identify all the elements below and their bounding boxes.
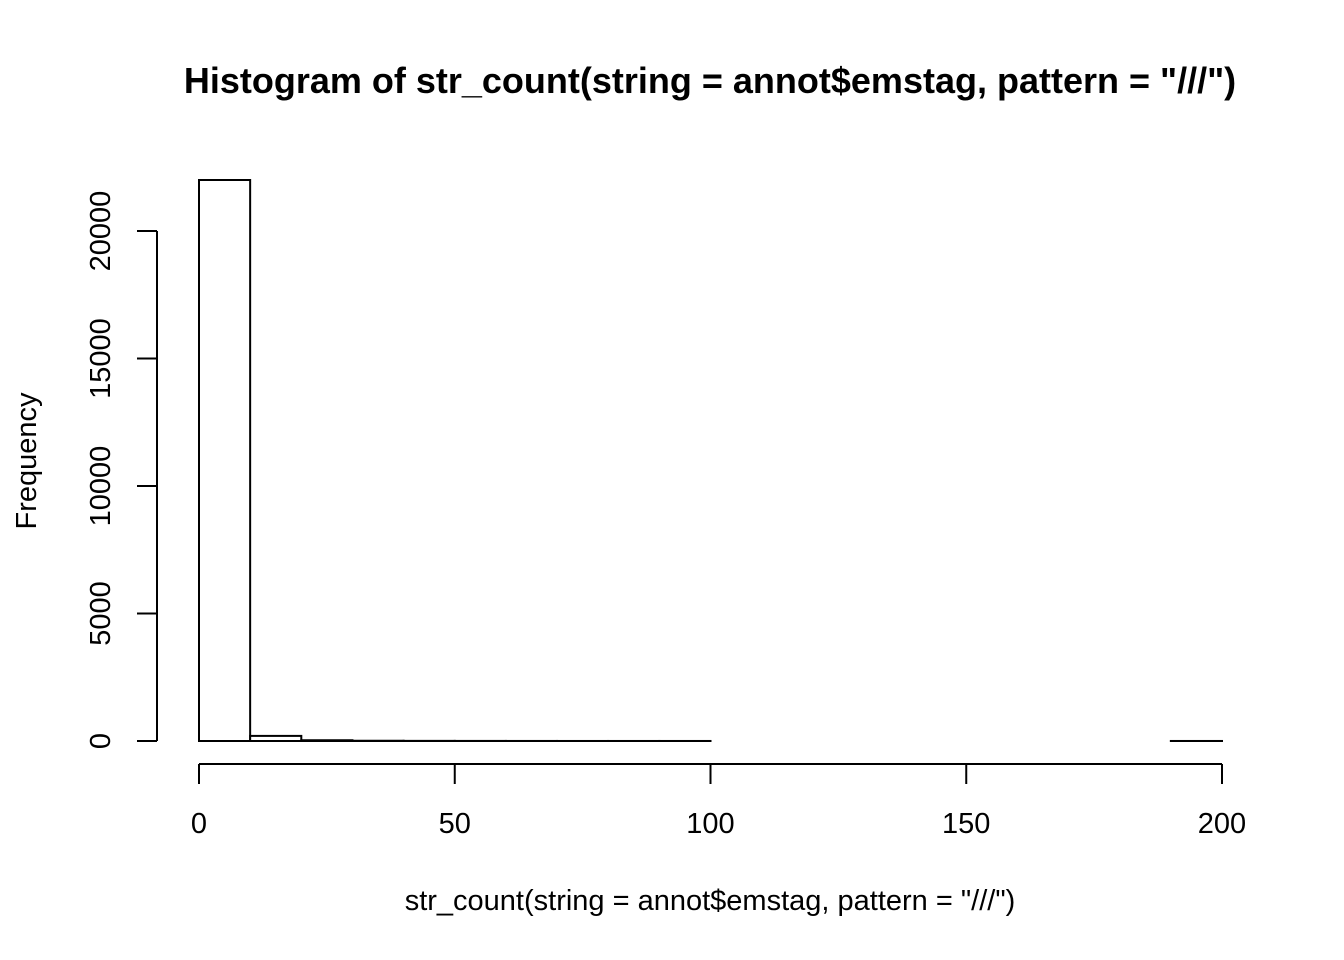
y-axis-label: Frequency bbox=[11, 392, 43, 530]
x-tick-label: 200 bbox=[1198, 808, 1246, 840]
histogram-bar bbox=[300, 739, 354, 742]
histogram-bar bbox=[198, 179, 252, 742]
y-tick-label: 10000 bbox=[85, 446, 117, 527]
x-axis: 0 50 100 150 200 bbox=[191, 763, 1246, 840]
y-tick-label: 0 bbox=[85, 733, 117, 749]
x-tick-label: 150 bbox=[942, 808, 990, 840]
x-axis-label: str_count(string = annot$emstag, pattern… bbox=[405, 885, 1016, 917]
y-tick-label: 15000 bbox=[85, 318, 117, 399]
y-tick-label: 5000 bbox=[85, 581, 117, 646]
histogram-bars bbox=[198, 179, 1223, 743]
histogram-bar bbox=[249, 734, 303, 743]
chart-title: Histogram of str_count(string = annot$em… bbox=[184, 60, 1236, 101]
y-axis: 0 5000 10000 15000 20000 bbox=[85, 191, 158, 749]
x-tick-label: 50 bbox=[439, 808, 471, 840]
x-tick-label: 100 bbox=[686, 808, 734, 840]
x-tick-label: 0 bbox=[191, 808, 207, 840]
y-tick-label: 20000 bbox=[85, 191, 117, 272]
